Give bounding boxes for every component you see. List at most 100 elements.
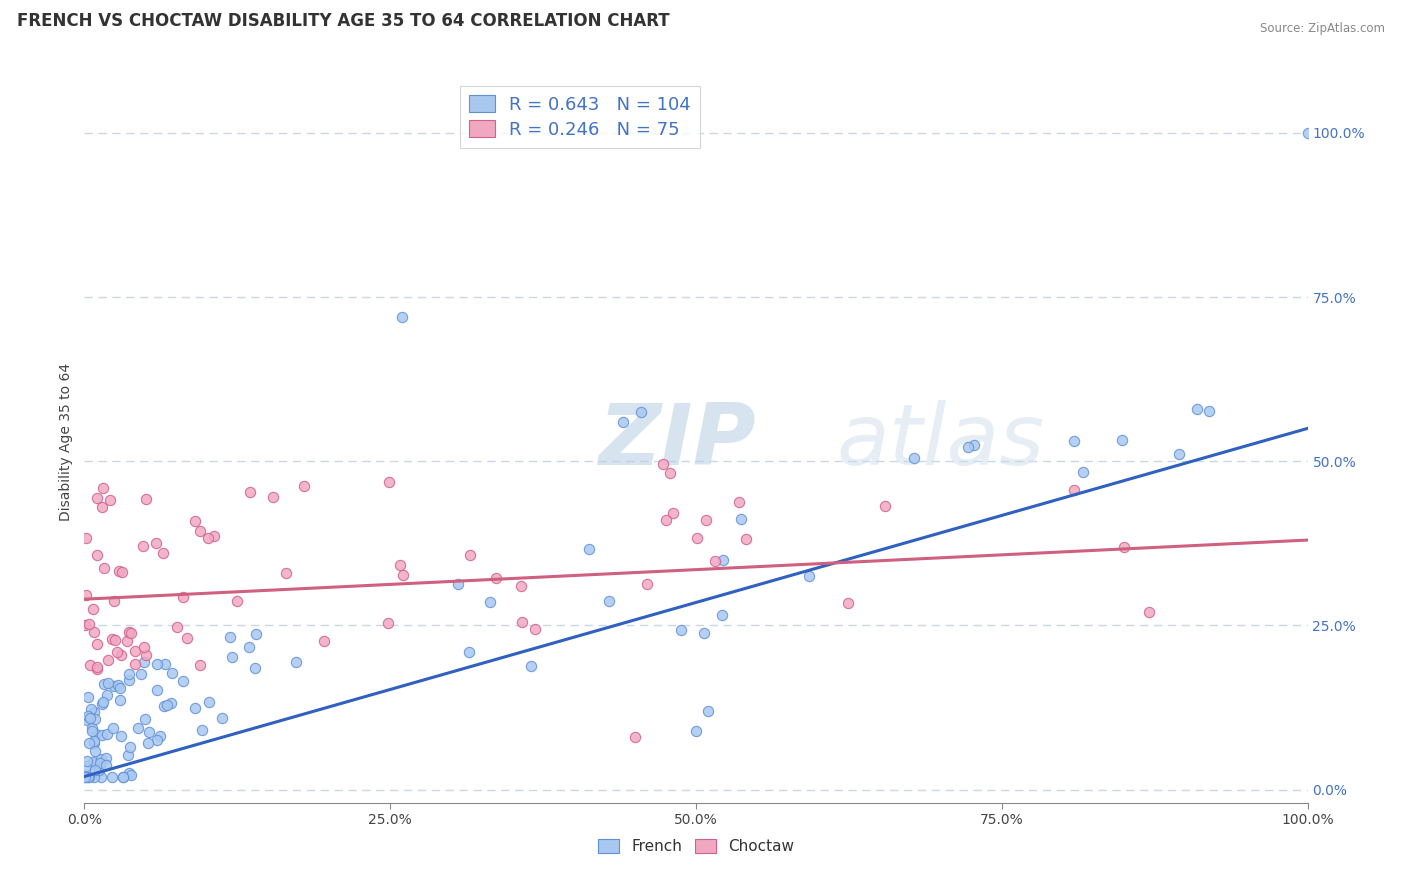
Point bbox=[957, 440, 980, 454]
Point bbox=[135, 492, 157, 507]
Point bbox=[103, 679, 125, 693]
Point bbox=[127, 721, 149, 735]
Point bbox=[188, 657, 211, 672]
Point bbox=[115, 634, 138, 648]
Point bbox=[103, 594, 125, 608]
Point bbox=[172, 673, 194, 688]
Point bbox=[79, 770, 101, 784]
Point bbox=[110, 729, 132, 743]
Point bbox=[84, 764, 107, 778]
Point bbox=[612, 415, 634, 429]
Text: Source: ZipAtlas.com: Source: ZipAtlas.com bbox=[1260, 22, 1385, 36]
Point bbox=[118, 667, 141, 681]
Point bbox=[83, 770, 105, 784]
Point bbox=[184, 514, 207, 528]
Point bbox=[262, 490, 284, 504]
Point bbox=[77, 617, 100, 632]
Point bbox=[73, 770, 96, 784]
Point bbox=[93, 677, 115, 691]
Point bbox=[107, 678, 129, 692]
Point bbox=[134, 712, 156, 726]
Point bbox=[94, 751, 117, 765]
Point bbox=[118, 765, 141, 780]
Point bbox=[735, 533, 758, 547]
Point bbox=[86, 548, 108, 562]
Point bbox=[83, 733, 105, 747]
Point bbox=[149, 729, 172, 743]
Point bbox=[110, 681, 132, 695]
Point bbox=[172, 591, 194, 605]
Point bbox=[75, 588, 97, 602]
Point bbox=[84, 727, 107, 741]
Point bbox=[156, 698, 179, 713]
Point bbox=[132, 640, 155, 654]
Point bbox=[630, 405, 652, 419]
Y-axis label: Disability Age 35 to 64: Disability Age 35 to 64 bbox=[59, 362, 73, 521]
Point bbox=[87, 763, 110, 777]
Point bbox=[1114, 540, 1136, 554]
Point bbox=[797, 568, 820, 582]
Point bbox=[697, 704, 720, 718]
Point bbox=[97, 653, 120, 667]
Point bbox=[378, 475, 401, 489]
Point bbox=[82, 602, 104, 616]
Point bbox=[669, 623, 692, 637]
Point bbox=[96, 727, 118, 741]
Point bbox=[134, 655, 156, 669]
Point bbox=[152, 698, 174, 713]
Point bbox=[197, 531, 219, 545]
Point bbox=[159, 696, 181, 710]
Point bbox=[86, 491, 108, 506]
Point bbox=[963, 438, 986, 452]
Point bbox=[112, 770, 135, 784]
Point bbox=[111, 770, 134, 784]
Point bbox=[90, 770, 112, 784]
Point bbox=[1137, 605, 1160, 619]
Point bbox=[82, 756, 104, 771]
Point bbox=[136, 736, 159, 750]
Point bbox=[651, 457, 673, 471]
Point bbox=[624, 730, 647, 744]
Point bbox=[120, 625, 142, 640]
Point bbox=[312, 634, 335, 648]
Point bbox=[460, 548, 482, 562]
Point bbox=[221, 649, 243, 664]
Point bbox=[662, 507, 685, 521]
Point bbox=[711, 607, 734, 622]
Point bbox=[118, 673, 141, 688]
Point bbox=[80, 702, 103, 716]
Point bbox=[686, 531, 709, 545]
Point bbox=[86, 660, 108, 674]
Point bbox=[1198, 404, 1220, 418]
Point bbox=[578, 541, 600, 556]
Text: atlas: atlas bbox=[837, 400, 1045, 483]
Point bbox=[83, 624, 105, 639]
Point bbox=[89, 756, 111, 770]
Point bbox=[75, 759, 97, 773]
Point bbox=[75, 531, 97, 545]
Point bbox=[658, 467, 681, 481]
Point bbox=[80, 721, 103, 735]
Point bbox=[118, 625, 141, 640]
Point bbox=[111, 565, 134, 579]
Point bbox=[285, 655, 308, 669]
Point bbox=[447, 576, 470, 591]
Point bbox=[695, 513, 717, 527]
Point bbox=[129, 667, 152, 681]
Point bbox=[155, 657, 177, 671]
Point bbox=[94, 758, 117, 772]
Point bbox=[693, 626, 716, 640]
Point bbox=[145, 683, 167, 698]
Point bbox=[83, 705, 105, 719]
Point bbox=[135, 648, 157, 662]
Point bbox=[837, 596, 859, 610]
Point bbox=[391, 310, 413, 324]
Point bbox=[79, 711, 101, 725]
Point bbox=[80, 723, 103, 738]
Point bbox=[238, 640, 260, 654]
Point bbox=[110, 648, 132, 662]
Point bbox=[520, 659, 543, 673]
Point bbox=[655, 513, 678, 527]
Point bbox=[166, 620, 188, 634]
Point bbox=[1063, 434, 1085, 449]
